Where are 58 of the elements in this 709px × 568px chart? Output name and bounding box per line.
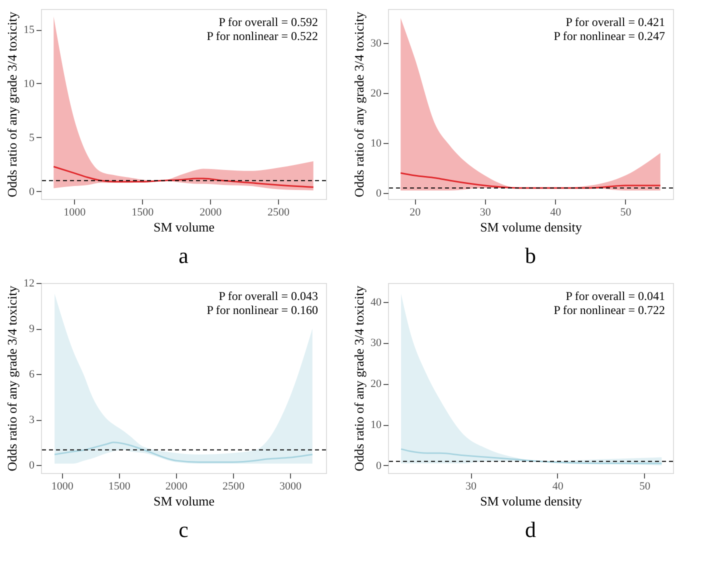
x-tick-label: 2500 <box>222 480 245 492</box>
annotation: P for nonlinear = 0.247 <box>554 29 665 43</box>
annotation: P for overall = 0.043 <box>218 289 318 303</box>
y-axis-title: Odds ratio of any grade 3/4 toxicity <box>4 11 20 198</box>
x-tick-label: 2000 <box>165 480 188 492</box>
y-axis-title: Odds ratio of any grade 3/4 toxicity <box>352 285 366 472</box>
x-tick-label: 1500 <box>132 206 154 218</box>
x-tick-label: 30 <box>480 206 492 218</box>
y-tick-label: 30 <box>370 38 382 50</box>
annotation: P for nonlinear = 0.722 <box>554 303 665 317</box>
x-tick-label: 1500 <box>108 480 131 492</box>
x-tick-label: 50 <box>620 206 632 218</box>
y-axis-title: Odds ratio of any grade 3/4 toxicity <box>4 285 20 472</box>
x-axis-title: SM volume <box>153 220 215 234</box>
x-tick-label: 50 <box>639 480 651 492</box>
y-tick-label: 30 <box>370 337 382 350</box>
y-tick-label: 20 <box>370 378 382 390</box>
annotation: P for nonlinear = 0.160 <box>206 303 318 317</box>
annotation: P for nonlinear = 0.522 <box>206 29 318 43</box>
x-tick-label: 40 <box>550 206 562 218</box>
x-tick-label: 40 <box>552 480 564 492</box>
line-series <box>400 448 662 464</box>
y-tick-label: 3 <box>29 414 35 426</box>
y-tick-label: 6 <box>29 368 35 381</box>
annotation: P for overall = 0.421 <box>566 15 665 29</box>
y-tick-label: 0 <box>376 188 382 200</box>
line-series <box>52 166 314 188</box>
text: b <box>525 243 536 268</box>
text: a <box>178 243 189 268</box>
x-tick-label: 2000 <box>200 206 222 218</box>
x-tick-label: 1000 <box>51 480 74 492</box>
y-tick-label: 10 <box>370 419 382 432</box>
annotation: P for overall = 0.041 <box>566 289 665 303</box>
x-axis-title: SM volume density <box>480 494 582 508</box>
y-tick-label: 0 <box>29 186 35 198</box>
text: c <box>178 517 189 542</box>
line-series <box>54 442 314 463</box>
y-tick-label: 15 <box>24 24 35 36</box>
y-tick-label: 40 <box>370 296 382 308</box>
y-tick-label: 5 <box>29 132 35 144</box>
y-axis-title: Odds ratio of any grade 3/4 toxicity <box>352 11 366 198</box>
x-tick-label: 3000 <box>279 480 302 492</box>
x-tick-label: 30 <box>466 480 478 492</box>
text: d <box>525 517 536 542</box>
x-axis-title: SM volume <box>153 494 215 508</box>
y-tick-label: 0 <box>376 460 382 472</box>
x-tick-label: 20 <box>410 206 422 218</box>
x-tick-label: 2500 <box>268 206 290 218</box>
y-tick-label: 20 <box>370 88 382 100</box>
y-tick-label: 10 <box>24 78 35 90</box>
line-series <box>400 172 662 189</box>
x-axis-title: SM volume density <box>480 220 582 234</box>
annotation: P for overall = 0.592 <box>218 15 318 29</box>
y-tick-label: 12 <box>24 278 34 290</box>
y-tick-label: 10 <box>370 138 382 150</box>
y-tick-label: 0 <box>29 460 35 472</box>
y-tick-label: 9 <box>29 323 35 336</box>
x-tick-label: 1000 <box>64 206 86 218</box>
